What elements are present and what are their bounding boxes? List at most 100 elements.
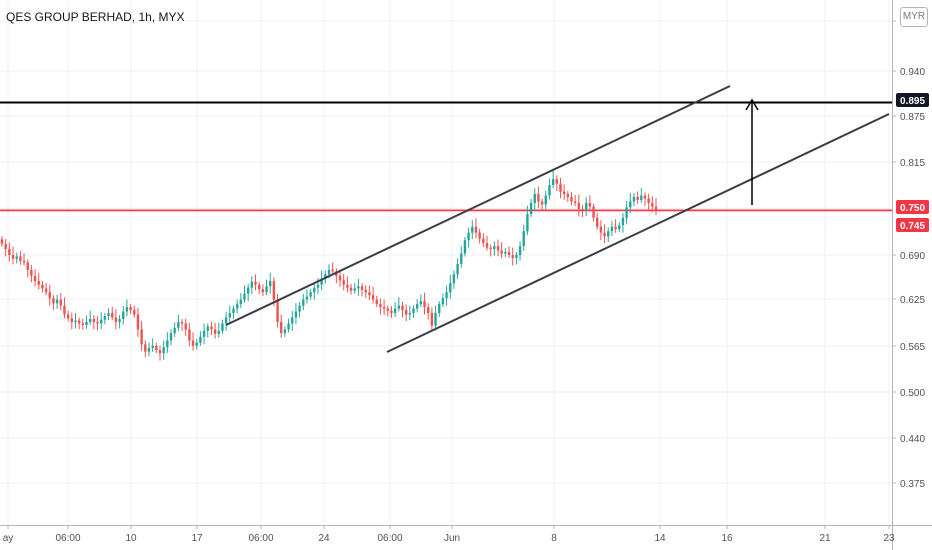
candle-body — [151, 345, 154, 348]
candle-body — [445, 292, 448, 299]
candle-body — [254, 281, 257, 285]
candle-body — [324, 274, 327, 279]
candle-body — [41, 284, 44, 289]
candle-body — [177, 321, 180, 328]
candle-body — [221, 323, 224, 331]
candle-body — [371, 295, 375, 300]
grid — [0, 0, 892, 525]
candle-body — [353, 288, 356, 291]
x-tick-label: 06:00 — [377, 533, 402, 544]
candle-body — [22, 260, 26, 263]
trendlines[interactable] — [225, 85, 890, 353]
candle-body — [603, 232, 606, 237]
candle-body — [529, 202, 533, 215]
x-tick-label: 06:00 — [248, 533, 273, 544]
candle-body — [235, 304, 239, 309]
candle-body — [180, 321, 184, 324]
x-tick-label: 8 — [551, 533, 557, 544]
candle-body — [412, 308, 415, 314]
candle-body — [562, 191, 566, 194]
price-tag — [896, 200, 929, 214]
candle-body — [287, 323, 290, 330]
candle-body — [8, 249, 11, 255]
candle-body — [577, 202, 581, 209]
candle-body — [114, 317, 118, 322]
y-tick-label: 0.815 — [900, 158, 925, 169]
price-tag-label: 0.895 — [900, 96, 925, 107]
candle-body — [570, 196, 573, 202]
candle-body — [651, 202, 654, 207]
candle-body — [471, 226, 474, 233]
x-tick-label: 17 — [191, 533, 203, 544]
y-tick-label: 0.690 — [900, 251, 925, 262]
candle-body — [493, 246, 496, 250]
candle-body — [496, 246, 500, 251]
candle-body — [526, 214, 529, 232]
candle-body — [100, 319, 103, 324]
candle-body — [629, 201, 632, 208]
candle-body — [144, 344, 147, 352]
candle-body — [382, 307, 386, 309]
candle-body — [26, 262, 29, 270]
candle-body — [423, 301, 426, 308]
candle-body — [360, 286, 364, 290]
candle-body — [155, 345, 158, 351]
y-tick-label: 0.625 — [900, 295, 925, 306]
candle-body — [136, 314, 140, 330]
candle-body — [342, 280, 345, 285]
candle-body — [269, 281, 272, 287]
candle-body — [588, 202, 592, 207]
arrow-head[interactable] — [745, 98, 759, 111]
candle-body — [11, 255, 15, 259]
candle-body — [63, 305, 66, 315]
channel-trendline[interactable] — [386, 113, 890, 353]
candle-body — [647, 198, 650, 203]
candle-body — [81, 323, 85, 325]
x-tick-label: 06:00 — [55, 533, 80, 544]
candle-body — [419, 301, 423, 305]
candle-body — [169, 333, 173, 341]
candle-body — [166, 340, 169, 348]
candle-body — [59, 299, 62, 306]
candle-body — [397, 305, 401, 309]
candle-body — [614, 226, 617, 229]
arrow-annotation[interactable] — [745, 98, 759, 205]
candle-body — [404, 310, 408, 315]
candle-body — [250, 281, 254, 288]
candle-body — [449, 283, 452, 293]
candle-body — [427, 307, 430, 314]
candle-body — [408, 313, 412, 315]
candle-body — [375, 299, 378, 305]
candle-body — [566, 193, 570, 197]
candle-body — [596, 217, 599, 227]
candle-body — [654, 206, 658, 211]
y-tick-label: 0.875 — [900, 112, 925, 123]
candle-body — [463, 240, 467, 254]
currency-button[interactable]: MYR — [900, 7, 928, 27]
candle-body — [456, 263, 459, 275]
candle-body — [228, 313, 231, 318]
price-tag — [896, 93, 929, 107]
candle-body — [261, 289, 265, 293]
candle-body — [349, 287, 353, 291]
candle-body — [640, 195, 643, 200]
channel-trendline[interactable] — [225, 85, 731, 326]
candle-body — [133, 310, 136, 315]
candle-body — [452, 274, 456, 284]
candle-body — [173, 327, 176, 334]
y-tick-label: 0.500 — [900, 388, 925, 399]
candle-body — [441, 298, 445, 305]
candle-body — [272, 281, 276, 300]
candle-body — [232, 308, 235, 314]
candle-body — [184, 323, 187, 330]
candle-body — [313, 287, 316, 293]
candle-body — [96, 321, 99, 324]
candle-body — [482, 238, 485, 244]
candle-body — [129, 307, 132, 311]
candle-body — [368, 292, 371, 296]
candle-body — [283, 329, 287, 334]
candle-body — [522, 231, 525, 247]
candle-body — [265, 286, 268, 293]
candle-body — [551, 179, 555, 186]
